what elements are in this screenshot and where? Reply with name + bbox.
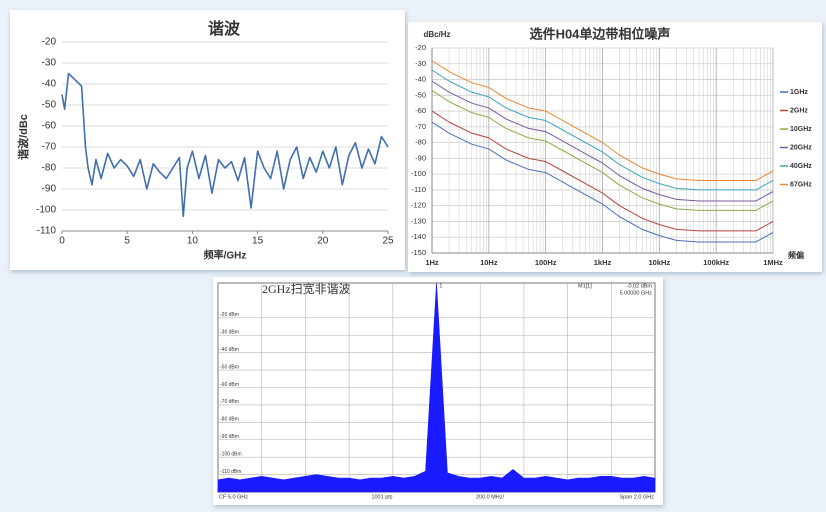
y-tick-label: -40 [415, 75, 426, 84]
x-tick-label: 15 [252, 236, 264, 247]
x-tick-label: 1Hz [425, 258, 439, 267]
y-tick-label: -50 [42, 100, 57, 111]
x-tick-label: 1MHz [763, 258, 783, 267]
y-tick-label: -80 dBm [220, 417, 239, 423]
y-tick-label: -20 [415, 43, 426, 52]
data-line [431, 69, 774, 191]
data-line [431, 110, 774, 232]
y-tick-label: -140 [411, 232, 426, 241]
y-tick-label: -100 [411, 169, 426, 178]
x-tick-label: 1kHz [594, 258, 612, 267]
data-line [431, 80, 774, 202]
y-tick-label: -90 [415, 153, 426, 162]
x-tick-label: 100Hz [535, 258, 557, 267]
x-tick-label: 5 [124, 236, 130, 247]
marker-label: 1 [440, 283, 443, 289]
y-tick-label: -110 [37, 226, 57, 237]
y-tick-label: -30 [415, 59, 426, 68]
y-tick-label: -40 dBm [220, 347, 239, 353]
footer-label: 200.0 MHz/ [476, 494, 505, 500]
data-line [431, 90, 774, 211]
chart-title: 2GHz扫宽非谐波 [262, 281, 351, 296]
y-tick-label: -80 [42, 163, 57, 174]
x-tick-label: 10kHz [648, 258, 670, 267]
legend-label: 67GHz [790, 181, 812, 188]
y-axis-label: 谐波/dBc [16, 114, 30, 160]
y-tick-label: -100 [36, 205, 56, 216]
marker-frequency: 5.00000 GHz [620, 290, 653, 296]
x-axis-label: 频偏 [788, 250, 804, 260]
y-tick-label: -90 [42, 184, 57, 195]
y-tick-label: -60 [42, 121, 57, 132]
y-tick-label: -80 [415, 138, 426, 147]
data-line [431, 60, 774, 181]
x-tick-label: 0 [59, 236, 65, 247]
y-tick-label: -70 [42, 142, 57, 153]
panel [10, 10, 405, 270]
x-tick-label: 100kHz [703, 258, 729, 267]
y-tick-label: -20 [42, 37, 57, 48]
y-tick-label: -120 [411, 201, 426, 210]
legend-label: 10GHz [790, 126, 812, 133]
y-tick-label: -110 dBm [220, 469, 241, 475]
y-tick-label: -20 dBm [220, 312, 239, 318]
x-tick-label: 25 [382, 236, 394, 247]
x-tick-label: 10Hz [480, 258, 498, 267]
marker-name: M1[1] [578, 283, 592, 289]
y-tick-label: -60 dBm [220, 382, 239, 388]
y-tick-label: -50 [415, 90, 426, 99]
y-tick-label: -40 [42, 79, 57, 90]
y-tick-label: -70 dBm [220, 399, 239, 405]
footer-label: 1001 pts [371, 494, 392, 500]
legend-label: 2GHz [790, 107, 808, 114]
y-tick-label: -30 [42, 58, 57, 69]
y-tick-label: -100 dBm [220, 451, 242, 457]
y-axis-label: dBc/Hz [423, 30, 450, 39]
y-tick-label: -90 dBm [220, 434, 239, 440]
footer-label: CF 5.0 GHz [219, 494, 248, 500]
legend-label: 40GHz [790, 163, 812, 170]
data-line [61, 72, 389, 218]
y-tick-label: -150 [411, 248, 426, 257]
x-tick-label: 10 [187, 236, 199, 247]
y-tick-label: -110 [412, 185, 426, 194]
data-line [431, 121, 774, 243]
x-tick-label: 20 [317, 236, 329, 247]
legend-label: 1GHz [790, 89, 808, 96]
chart-title: 谐波 [208, 19, 241, 38]
y-tick-label: -30 dBm [220, 330, 239, 336]
footer-label: Span 2.0 GHz [619, 494, 654, 500]
marker-value: -0.02 dBm [627, 283, 653, 289]
x-axis-label: 频率/GHz [204, 249, 247, 262]
spectrum-area [217, 283, 656, 493]
panel [408, 22, 822, 272]
legend-label: 20GHz [790, 144, 812, 151]
y-tick-label: -70 [415, 122, 426, 131]
chart-title: 选件H04单边带相位噪声 [530, 26, 671, 41]
y-tick-label: -60 [415, 106, 426, 115]
y-tick-label: -50 dBm [220, 364, 239, 370]
y-tick-label: -130 [411, 216, 426, 225]
